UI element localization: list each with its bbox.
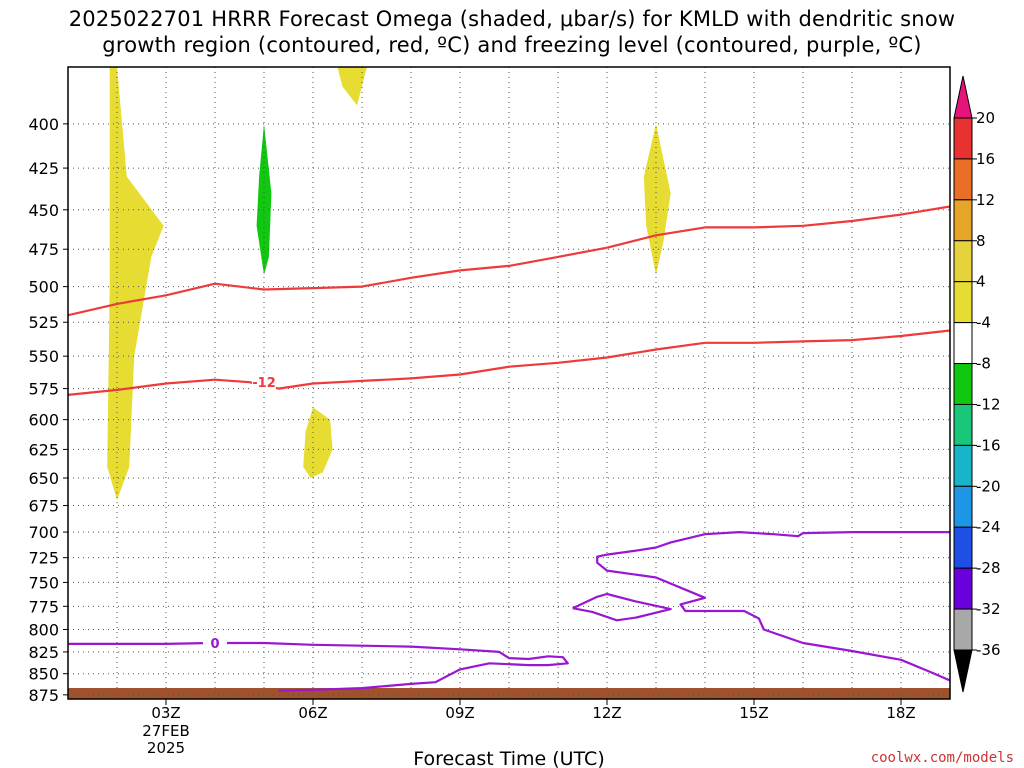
y-tick-label: 500 — [28, 278, 59, 297]
colorbar-box — [953, 444, 973, 487]
y-tick-label: 875 — [28, 686, 59, 705]
colorbar-label: 8 — [976, 232, 986, 250]
fz-loop — [572, 592, 672, 622]
colorbar-label: -8 — [976, 355, 991, 373]
colorbar-box — [953, 281, 973, 324]
omega-neg-a — [256, 123, 272, 275]
y-tick-label: 525 — [28, 313, 59, 332]
colorbar-box — [953, 240, 973, 283]
y-tick-label: 475 — [28, 240, 59, 259]
plot-frame — [67, 66, 951, 700]
omega-pos-c — [303, 407, 333, 478]
y-tick-label: 425 — [28, 159, 59, 178]
colorbar: 20 16 12 8 4 -4 -8 -12 -16 -20 -24 -28 -32 -36 — [953, 75, 1001, 693]
y-tick-label: 750 — [28, 573, 59, 592]
omega-pos-b — [337, 67, 367, 106]
colorbar-label: 16 — [976, 150, 995, 168]
y-tick-label: 725 — [28, 549, 59, 568]
y-tick-label: 700 — [28, 523, 59, 542]
y-tick-label: 600 — [28, 411, 59, 430]
colorbar-box — [953, 158, 973, 201]
x-tick-date: 27FEB — [142, 722, 189, 740]
x-tick-year: 2025 — [147, 739, 185, 757]
colorbar-box — [953, 485, 973, 528]
x-tick-label: 03Z — [151, 704, 180, 722]
y-tick-label: 825 — [28, 643, 59, 662]
colorbar-top-arrow — [953, 75, 973, 119]
y-tick-label: 650 — [28, 469, 59, 488]
colorbar-label: 4 — [976, 273, 986, 291]
colorbar-label: 20 — [976, 109, 995, 127]
y-tick-label: 675 — [28, 497, 59, 516]
colorbar-box — [953, 322, 973, 365]
x-tick-label: 09Z — [445, 704, 474, 722]
terrain-fill — [68, 688, 950, 699]
colorbar-box — [953, 117, 973, 160]
colorbar-label: 12 — [976, 191, 995, 209]
grid-lines — [68, 67, 950, 699]
x-tick-label: 06Z — [298, 704, 327, 722]
contour-lines: -12 0 — [68, 205, 950, 692]
omega-shading — [107, 67, 671, 501]
colorbar-box — [953, 403, 973, 446]
y-tick-label: 800 — [28, 620, 59, 639]
y-tick-label: 400 — [28, 115, 59, 134]
dgz-upper — [68, 205, 950, 317]
colorbar-box — [953, 199, 973, 242]
credit-text: coolwx.com/models — [871, 750, 1014, 766]
colorbar-box — [953, 608, 973, 651]
colorbar-label: -4 — [976, 314, 991, 332]
fz-main-label: 0 — [210, 637, 219, 652]
omega-pos-a — [107, 67, 164, 501]
x-tick-label: 12Z — [592, 704, 621, 722]
dgz-lower-label: -12 — [252, 376, 276, 391]
colorbar-box — [953, 567, 973, 610]
y-tick-label: 575 — [28, 380, 59, 399]
colorbar-box — [953, 526, 973, 569]
fz-main — [68, 641, 569, 692]
y-tick-label: 625 — [28, 440, 59, 459]
colorbar-label: -16 — [976, 436, 1001, 454]
y-tick-label: 775 — [28, 597, 59, 616]
x-axis-label: Forecast Time (UTC) — [413, 748, 604, 768]
colorbar-label: -12 — [976, 395, 1001, 413]
title-line-1: 2025022701 HRRR Forecast Omega (shaded, … — [68, 7, 956, 31]
colorbar-bottom-arrow — [953, 649, 973, 693]
colorbar-box — [953, 363, 973, 405]
dgz-lower — [68, 329, 950, 396]
colorbar-label: -24 — [976, 518, 1001, 536]
y-tick-label: 850 — [28, 665, 59, 684]
omega-pos-d — [643, 123, 671, 275]
dgz-lower-label-bg — [252, 374, 276, 391]
title-line-2: growth region (contoured, red, ºC) and f… — [102, 33, 922, 57]
x-tick-label: 18Z — [886, 704, 915, 722]
chart-title: 2025022701 HRRR Forecast Omega (shaded, … — [0, 6, 1024, 58]
fz-main-label-bg — [203, 635, 227, 652]
colorbar-label: -32 — [976, 600, 1001, 618]
colorbar-label: -28 — [976, 559, 1001, 577]
y-tick-label: 450 — [28, 201, 59, 220]
y-tick-label: 550 — [28, 347, 59, 366]
fz-upper — [596, 530, 950, 682]
colorbar-label: -20 — [976, 477, 1001, 495]
x-tick-label: 15Z — [739, 704, 768, 722]
colorbar-label: -36 — [976, 641, 1001, 659]
terrain-band — [68, 688, 950, 699]
y-axis-ticks: 400 425 450 475 500 525 550 575 600 625 650 675 700 7… — [28, 115, 68, 705]
